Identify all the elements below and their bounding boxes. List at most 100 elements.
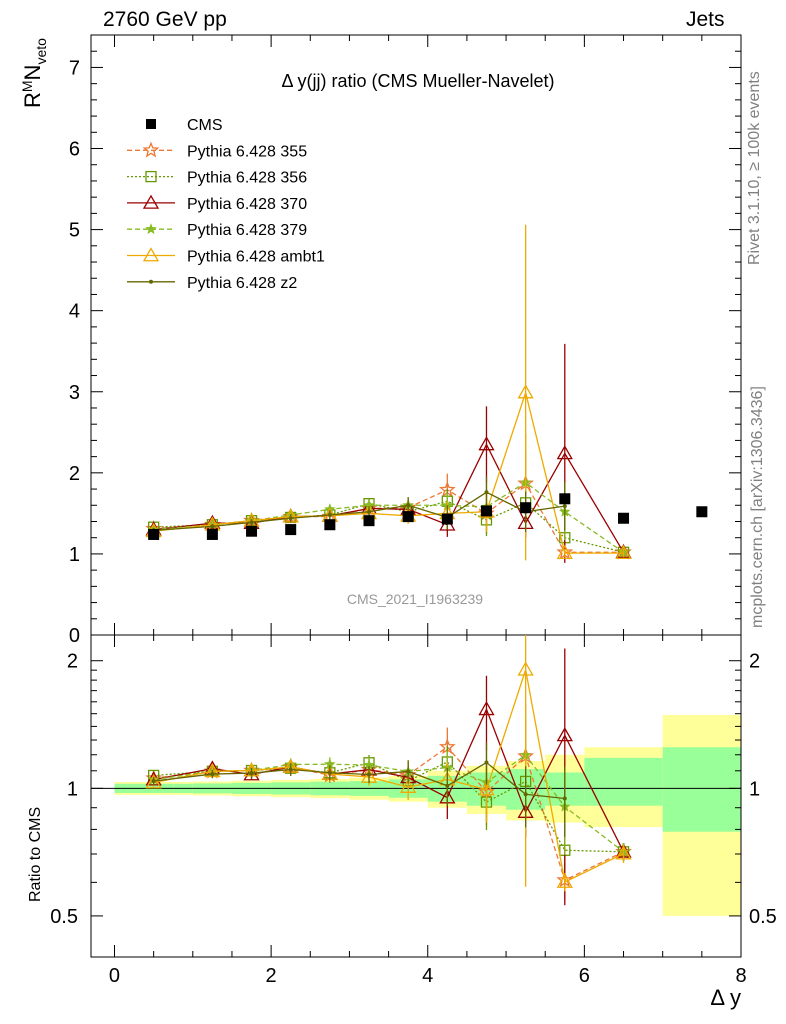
data-point-marker xyxy=(367,509,372,514)
series-ratio-line xyxy=(153,761,624,853)
data-point-marker xyxy=(363,759,375,770)
x-tick-label: 8 xyxy=(735,965,746,987)
y-tick-label: 5 xyxy=(69,220,80,242)
y-tick-label: 1 xyxy=(69,544,80,566)
data-point-marker xyxy=(145,170,157,183)
data-point-marker xyxy=(556,727,573,742)
y-tick-label: 3 xyxy=(69,382,80,404)
legend-label: Pythia 6.428 z2 xyxy=(187,275,297,292)
data-point-marker xyxy=(363,499,375,511)
data-point-marker xyxy=(249,520,254,525)
legend-entry: Pythia 6.428 370 xyxy=(127,194,307,213)
series-line xyxy=(153,442,625,553)
legend-entry: Pythia 6.428 ambt1 xyxy=(127,247,325,266)
data-point-marker xyxy=(327,770,332,775)
legend-entry: Pythia 6.428 379 xyxy=(127,222,307,239)
series-group-main xyxy=(151,476,567,533)
watermark-label: CMS_2021_I1963239 xyxy=(347,591,483,607)
data-point-marker xyxy=(149,279,153,284)
data-point-marker xyxy=(363,515,375,527)
ratio-axis-label: Ratio to CMS xyxy=(27,807,44,902)
rivet-version-label: Rivet 3.1.10, ≥ 100k events xyxy=(746,71,763,265)
ratio-tick-label: 1 xyxy=(67,778,78,800)
legend: CMS Pythia 6.428 355 Pythia 6.428 356 Pythi… xyxy=(127,117,325,292)
data-point-marker xyxy=(367,772,372,777)
series-line xyxy=(153,500,624,553)
data-point-marker xyxy=(324,519,336,531)
data-point-marker xyxy=(400,778,417,793)
y-tick-label: 2 xyxy=(69,463,80,485)
data-point-marker xyxy=(246,525,258,537)
series-ratio-line xyxy=(153,669,624,883)
header-left-label: 2760 GeV pp xyxy=(103,8,227,31)
data-point-marker xyxy=(562,796,567,801)
y-axis-label: RMNveto xyxy=(19,38,49,108)
data-point-marker xyxy=(146,119,156,129)
legend-entry: CMS xyxy=(146,117,223,134)
ratio-tick-label-right: 2 xyxy=(749,651,760,673)
x-tick-label: 4 xyxy=(422,965,433,987)
data-point-marker xyxy=(288,767,293,772)
data-point-marker xyxy=(618,512,630,524)
series-line xyxy=(153,482,624,553)
data-point-marker xyxy=(406,769,411,774)
legend-label: Pythia 6.428 370 xyxy=(187,196,307,213)
data-point-marker xyxy=(324,758,336,770)
data-point-marker xyxy=(441,513,453,525)
band-inner-segment xyxy=(584,757,663,806)
data-point-marker xyxy=(480,505,492,517)
data-point-marker xyxy=(148,528,160,540)
data-point-marker xyxy=(327,513,332,517)
ratio-tick-label: 0.5 xyxy=(50,906,78,928)
x-tick-label: 0 xyxy=(109,965,120,987)
x-tick-label: 2 xyxy=(266,965,277,987)
ratio-frame xyxy=(90,634,742,958)
y-tick-label: 7 xyxy=(69,57,80,79)
data-point-marker xyxy=(402,511,414,523)
legend-label: Pythia 6.428 356 xyxy=(187,170,307,187)
data-point-marker xyxy=(484,490,489,495)
data-point-marker xyxy=(210,772,215,777)
data-point-marker xyxy=(445,783,450,788)
data-point-marker xyxy=(478,436,495,451)
data-point-marker xyxy=(210,524,215,529)
legend-label: Pythia 6.428 355 xyxy=(187,143,307,160)
data-point-marker xyxy=(615,845,632,860)
band-inner-segment xyxy=(662,747,741,832)
y-tick-label: 0 xyxy=(69,625,80,647)
data-point-marker xyxy=(478,781,495,796)
y-tick-label: 4 xyxy=(69,301,80,323)
data-point-marker xyxy=(206,528,218,540)
ratio-tick-label-right: 0.5 xyxy=(749,906,777,928)
data-point-marker xyxy=(556,544,573,560)
data-point-marker xyxy=(145,774,162,789)
ratio-tick-label-right: 1 xyxy=(749,778,760,800)
data-point-marker xyxy=(484,760,489,765)
data-point-marker xyxy=(285,524,297,536)
data-point-marker xyxy=(142,141,160,158)
data-point-marker xyxy=(615,544,632,560)
data-point-marker xyxy=(696,506,708,518)
x-axis-label: Δ y xyxy=(710,985,741,1010)
series-group-ratio xyxy=(151,742,567,837)
legend-label: CMS xyxy=(187,117,223,134)
series-line xyxy=(153,481,624,553)
data-point-marker xyxy=(406,503,411,508)
legend-label: Pythia 6.428 379 xyxy=(187,222,307,239)
x-tick-label: 6 xyxy=(579,965,590,987)
series-group-cms xyxy=(148,493,708,540)
data-point-marker xyxy=(249,771,254,776)
mcplots-label: mcplots.cern.ch [arXiv:1306.3436] xyxy=(749,386,766,628)
header-right-label: Jets xyxy=(686,8,725,31)
data-point-marker xyxy=(142,194,160,209)
data-point-marker xyxy=(556,445,573,460)
chart-title: Δ y(jj) ratio (CMS Mueller-Navelet) xyxy=(281,71,554,91)
data-point-marker xyxy=(520,502,532,514)
data-point-marker xyxy=(517,384,534,399)
ratio-tick-label: 2 xyxy=(67,651,78,673)
series-line xyxy=(153,390,624,554)
data-point-marker xyxy=(562,504,567,509)
legend-entry: Pythia 6.428 355 xyxy=(127,141,307,160)
data-point-marker xyxy=(151,779,156,784)
